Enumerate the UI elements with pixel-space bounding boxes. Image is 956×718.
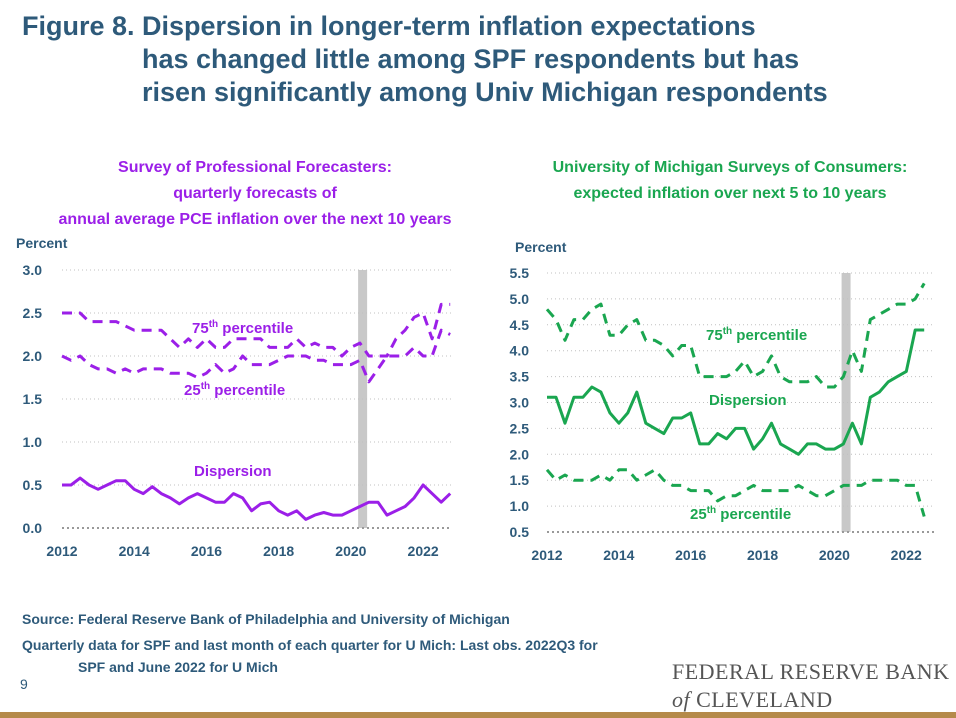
- umich-p25-line: [545, 468, 926, 517]
- slide-title: Figure 8. Dispersion in longer-term infl…: [22, 10, 942, 109]
- umich-y-tick-label: 5.5: [510, 265, 530, 281]
- umich-dispersion-line: [547, 328, 925, 456]
- umich-x-tick-label: 2014: [603, 547, 634, 563]
- logo-line-1: FEDERAL RESERVE BANK: [672, 659, 950, 684]
- spf-y-tick-label: 2.5: [23, 305, 43, 321]
- bottom-accent-bar: [0, 712, 956, 718]
- umich-x-tick-label: 2018: [747, 547, 778, 563]
- spf-p75-line: [62, 302, 451, 358]
- spf-chart: 0.0 0.5 1.0 1.5 2.0 2.5 3.0 2012 2014 2016 2018 202…: [16, 235, 452, 559]
- spf-y-tick-label: 2.0: [23, 348, 43, 364]
- logo-of: of: [672, 687, 691, 712]
- umich-y-tick-label: 3.0: [510, 395, 530, 411]
- spf-dispersion-line: [62, 476, 452, 521]
- umich-y-tick-label: 3.5: [510, 369, 530, 385]
- umich-y-tick-label: 5.0: [510, 291, 530, 307]
- umich-y-axis-label: Percent: [515, 239, 567, 255]
- umich-y-tick-label: 1.0: [510, 498, 530, 514]
- spf-y-tick-label: 1.5: [23, 391, 43, 407]
- spf-x-tick-label: 2020: [335, 543, 366, 559]
- spf-y-tick-label: 1.0: [23, 434, 43, 450]
- umich-chart: 0.5 1.0 1.5 2.0 2.5 3.0 3.5 4.0 4.5 5.0 5.5 2012 201…: [510, 239, 935, 563]
- umich-recession-band: [841, 273, 851, 532]
- spf-p25-label: 25th percentile: [184, 381, 285, 399]
- spf-y-tick-label: 0.5: [23, 477, 43, 493]
- umich-y-tick-label: 1.5: [510, 472, 530, 488]
- umich-title-line: expected inflation over next 5 to 10 yea…: [573, 185, 887, 202]
- title-line-2: has changed little among SPF respondents…: [142, 44, 800, 74]
- spf-y-tick-label: 3.0: [23, 262, 43, 278]
- umich-y-tick-label: 2.5: [510, 420, 530, 436]
- spf-title-line: Survey of Professional Forecasters:: [118, 159, 392, 176]
- umich-dispersion-label: Dispersion: [709, 392, 787, 409]
- spf-title-line: annual average PCE inflation over the ne…: [58, 211, 452, 228]
- umich-chart-title: University of Michigan Surveys of Consum…: [505, 155, 955, 207]
- frb-cleveland-logo: FEDERAL RESERVE BANK of CLEVELAND: [672, 658, 950, 714]
- footer-source: Source: Federal Reserve Bank of Philadel…: [22, 611, 510, 627]
- spf-x-tick-label: 2018: [263, 543, 294, 559]
- spf-y-axis-label: Percent: [16, 235, 68, 251]
- umich-title-line: University of Michigan Surveys of Consum…: [552, 159, 908, 176]
- spf-title-line: quarterly forecasts of: [173, 185, 337, 202]
- umich-p25-label: 25th percentile: [690, 505, 791, 523]
- umich-x-tick-label: 2016: [675, 547, 706, 563]
- spf-chart-title: Survey of Professional Forecasters: quar…: [20, 155, 490, 233]
- title-line-3: risen significantly among Univ Michigan …: [142, 77, 828, 107]
- umich-x-tick-label: 2012: [531, 547, 562, 563]
- title-line-1: Figure 8. Dispersion in longer-term infl…: [22, 11, 756, 41]
- page-number: 9: [20, 676, 28, 692]
- umich-p75-line: [545, 282, 926, 389]
- spf-p75-label: 75th percentile: [192, 319, 293, 337]
- spf-dispersion-label: Dispersion: [194, 463, 272, 480]
- footer-note-1: Quarterly data for SPF and last month of…: [22, 637, 598, 653]
- umich-x-tick-label: 2020: [819, 547, 850, 563]
- umich-y-tick-label: 2.0: [510, 446, 530, 462]
- umich-y-tick-label: 0.5: [510, 524, 530, 540]
- logo-line-2: CLEVELAND: [696, 687, 833, 712]
- spf-x-tick-label: 2012: [46, 543, 77, 559]
- footer-note-2: SPF and June 2022 for U Mich: [78, 659, 278, 675]
- umich-y-tick-label: 4.5: [510, 317, 530, 333]
- umich-x-tick-label: 2022: [891, 547, 922, 563]
- umich-p75-label: 75th percentile: [706, 326, 807, 344]
- spf-p25-line: [61, 328, 451, 384]
- spf-x-tick-label: 2014: [119, 543, 150, 559]
- spf-x-tick-label: 2016: [191, 543, 222, 559]
- spf-y-tick-label: 0.0: [23, 520, 43, 536]
- umich-y-tick-label: 4.0: [510, 343, 530, 359]
- spf-x-tick-label: 2022: [408, 543, 439, 559]
